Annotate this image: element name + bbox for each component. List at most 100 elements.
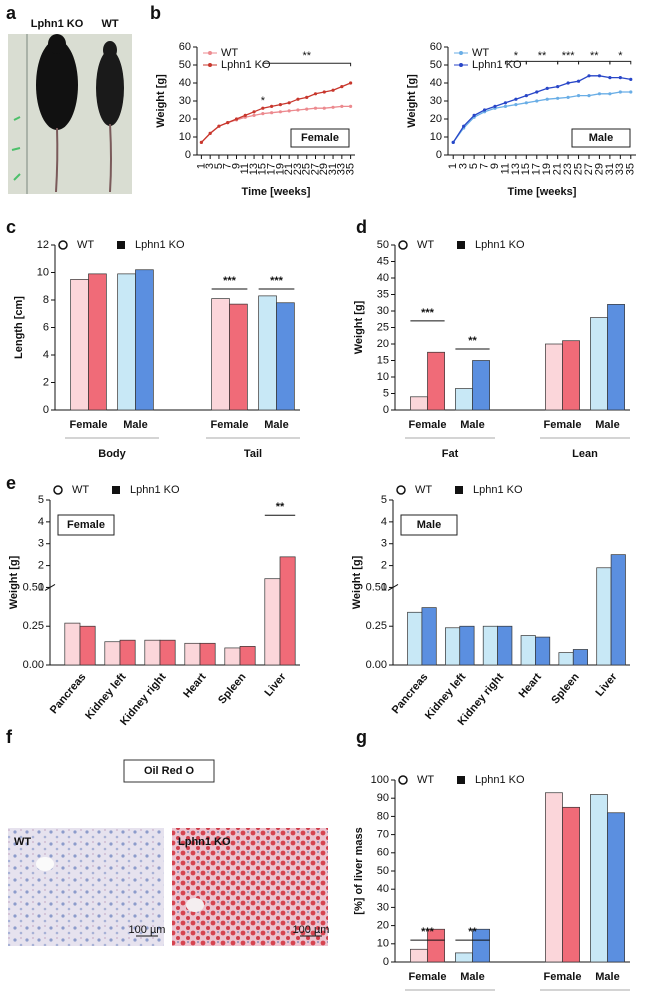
point (252, 113, 256, 117)
point (349, 104, 353, 108)
y-tick-label: 60 (179, 41, 191, 53)
significance: ** (276, 501, 285, 513)
point (305, 107, 309, 111)
legend-label: WT (472, 47, 489, 59)
legend-label: Lphn1 KO (473, 484, 523, 496)
point (270, 111, 274, 115)
x-tick-label: 35 (345, 163, 357, 175)
bar (482, 625, 498, 666)
y-tick-label: 50 (430, 59, 442, 71)
legend-marker (58, 240, 68, 250)
vessel (36, 857, 54, 871)
significance: *** (421, 926, 435, 938)
legend-marker (208, 51, 212, 55)
x-tick-label: 21 (283, 163, 295, 175)
point (305, 95, 309, 99)
x-tick-label: 5 (468, 163, 480, 169)
y-tick-label: 2 (43, 376, 49, 388)
legend-marker (459, 51, 463, 55)
legend-marker (459, 63, 463, 67)
x-tick-label: 31 (327, 163, 339, 175)
significance: * (261, 95, 266, 107)
x-axis-label: Time [weeks] (242, 186, 311, 198)
point (287, 109, 291, 113)
point (524, 101, 528, 105)
y-tick-label: 5 (38, 494, 44, 506)
legend-label: Lphn1 KO (135, 239, 185, 251)
y-tick-label: 0 (436, 149, 442, 161)
legend-label: Lphn1 KO (130, 484, 180, 496)
bar (184, 642, 201, 666)
bracket (609, 60, 632, 65)
photo-label: WT (101, 18, 118, 30)
point (451, 140, 455, 144)
y-tick-label: 10 (37, 266, 49, 278)
bar (562, 806, 580, 963)
legend-marker (398, 775, 408, 785)
x-tick-label: 17 (531, 163, 543, 175)
legend-label: Lphn1 KO (221, 59, 271, 71)
bar (459, 625, 475, 666)
x-tick-label: 25 (572, 163, 584, 175)
y-axis-label: Length [cm] (13, 296, 25, 359)
bar (279, 556, 296, 666)
x-tick-label: 11 (499, 163, 511, 174)
series-line (452, 91, 631, 143)
point (618, 76, 622, 80)
x-tick-label: 13 (510, 163, 522, 175)
bar (427, 928, 445, 963)
x-tick-label: 7 (222, 163, 234, 169)
bar (472, 928, 490, 963)
point (545, 86, 549, 90)
point (296, 97, 300, 101)
x-tick-label: 1 (195, 163, 207, 169)
point (566, 81, 570, 85)
y-tick-label: 0.00 (23, 659, 44, 671)
y-tick-label: 30 (179, 95, 191, 107)
y-tick-label: 0 (43, 404, 49, 416)
y-tick-label: 40 (377, 272, 389, 284)
scale-bar-label: 100 µm (293, 924, 330, 936)
x-axis-label: Time [weeks] (508, 186, 577, 198)
bar (545, 792, 563, 963)
y-axis-label: [%] of liver mass (353, 827, 365, 914)
point (287, 101, 291, 105)
group-label: Tail (244, 448, 262, 460)
x-tick-label: Male (595, 971, 619, 983)
box-label-frame (571, 128, 631, 148)
histology-image (8, 828, 164, 946)
point (535, 90, 539, 94)
x-tick-label: Heart (517, 671, 544, 701)
mouse-tail (109, 123, 112, 193)
bar (410, 396, 428, 411)
series-line (452, 75, 631, 143)
x-tick-label: Spleen (549, 671, 582, 707)
y-tick-label: 50 (179, 59, 191, 71)
point (208, 131, 212, 135)
histology-image (172, 828, 328, 946)
bar (472, 360, 490, 411)
point (556, 96, 560, 100)
point (535, 99, 539, 103)
y-axis-label: Weight [g] (406, 74, 418, 128)
point (608, 76, 612, 80)
bar (104, 641, 121, 666)
bar (199, 642, 216, 666)
significance: *** (562, 50, 576, 62)
x-tick-label: Spleen (216, 671, 249, 707)
y-tick-label: 0.25 (23, 620, 44, 632)
significance: ** (468, 335, 477, 347)
y-tick-label: 90 (377, 792, 389, 804)
x-tick-label: 15 (520, 163, 532, 175)
bar (79, 625, 96, 666)
y-tick-label: 40 (377, 883, 389, 895)
image-label: WT (14, 836, 31, 848)
x-tick-label: Female (544, 419, 582, 431)
point (270, 104, 274, 108)
bar (562, 340, 580, 411)
y-tick-label: 2 (381, 559, 387, 571)
group-label: Body (98, 448, 126, 460)
bar (264, 578, 281, 666)
y-tick-label: 20 (430, 113, 442, 125)
y-tick-label: 0.50 (23, 581, 44, 593)
